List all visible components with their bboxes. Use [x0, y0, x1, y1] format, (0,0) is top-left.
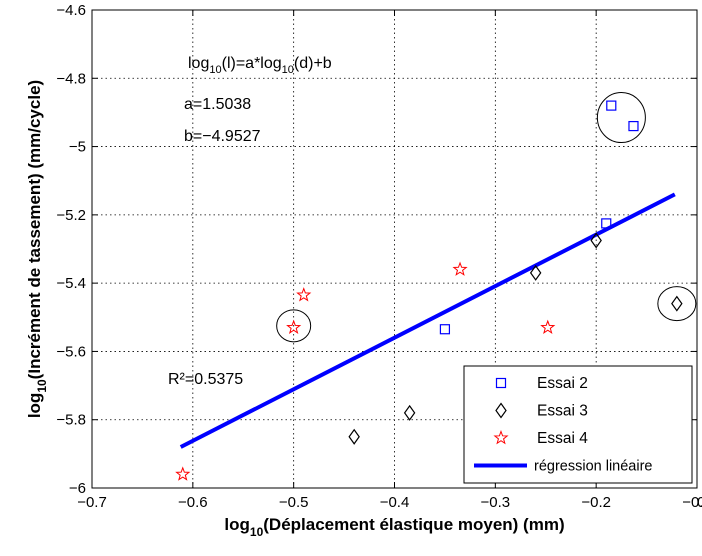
legend-square-swatch	[495, 377, 507, 389]
x-label-rest: (Déplacement élastique moyen) (mm)	[263, 515, 564, 534]
diamond-marker	[348, 428, 360, 445]
legend-label: régression linéaire	[534, 459, 652, 475]
y-tick-label: −6	[69, 480, 86, 497]
highlight-circle	[657, 286, 697, 322]
y-tick-label: −5.6	[56, 343, 86, 360]
x-tick-label: −0.6	[178, 494, 208, 511]
y-axis-label: log10(Incrément de tassement) (mm/cycle)	[25, 80, 49, 418]
regression-line	[179, 192, 676, 449]
x-tick-label: −0.7	[77, 494, 107, 511]
star-marker	[452, 261, 468, 276]
y-tick-label: −4.8	[56, 70, 86, 87]
x-tick-label: −0.5	[279, 494, 309, 511]
square-marker	[628, 120, 639, 132]
x-axis-label: log10(Déplacement élastique moyen) (mm)	[224, 515, 564, 539]
legend-label: Essai 3	[537, 403, 588, 420]
formula-log1: log	[188, 55, 209, 72]
y-tick-label: −5	[69, 139, 86, 156]
formula-mid: (l)=a*log	[222, 55, 282, 72]
formula-annotation: log10(l)=a*log10(d)+b	[188, 55, 332, 76]
formula-sub2: 10	[282, 64, 294, 76]
coefficient-a-annotation: a=1.5038	[184, 96, 251, 113]
legend-label: Essai 4	[537, 430, 588, 447]
y-label-sub: 10	[35, 379, 49, 393]
r-squared-annotation: R²=0.5375	[168, 371, 243, 388]
star-marker	[175, 466, 191, 481]
legend: Essai 2 Essai 3 Essai 4 régression linéaire	[463, 365, 693, 484]
diamond-marker	[590, 232, 602, 249]
x-tick-label: −0.4	[380, 494, 410, 511]
tick-labels: −0.7 −0.6 −0.5 −0.4 −0.3 −0.2 −0.1 −6 −5.8 −5.6 −5…	[56, 2, 702, 511]
star-marker	[286, 319, 302, 334]
x-tick-label: −0.1	[682, 494, 702, 511]
x-axis-cut-tick-label: 0	[697, 494, 702, 511]
legend-label: Essai 2	[537, 375, 588, 392]
coefficient-b-annotation: b=−4.9527	[184, 128, 261, 145]
square-marker	[601, 218, 612, 229]
formula-end: (d)+b	[294, 55, 332, 72]
legend-items: Essai 2 Essai 3 Essai 4 régression linéaire	[474, 375, 652, 475]
square-marker	[439, 324, 451, 335]
highlight-circle	[276, 309, 312, 343]
plot-frame	[91, 9, 698, 489]
y-label-rest: (Incrément de tassement) (mm/cycle)	[25, 80, 44, 380]
regression-line-layer	[179, 192, 676, 449]
diamond-marker	[529, 264, 542, 281]
legend-star-swatch	[493, 430, 509, 445]
marker-layer	[175, 100, 683, 481]
y-tick-label: −5.2	[56, 207, 86, 224]
star-marker	[540, 319, 556, 334]
x-label-sub: 10	[250, 525, 264, 539]
y-tick-label: −5.4	[56, 275, 86, 292]
x-tick-label: −0.3	[481, 494, 511, 511]
diamond-marker	[671, 295, 683, 312]
y-tick-label: −5.8	[56, 412, 86, 429]
diamond-marker	[403, 404, 416, 421]
formula-sub1: 10	[209, 64, 221, 76]
y-label-log: log	[25, 393, 44, 419]
y-tick-label: −4.6	[56, 2, 86, 19]
legend-diamond-swatch	[495, 402, 507, 419]
x-label-log: log	[224, 515, 250, 534]
x-tick-label: −0.2	[581, 494, 611, 511]
highlight-circles	[276, 92, 697, 343]
square-marker	[606, 100, 617, 111]
star-marker	[296, 287, 312, 302]
highlight-circle	[596, 92, 646, 144]
